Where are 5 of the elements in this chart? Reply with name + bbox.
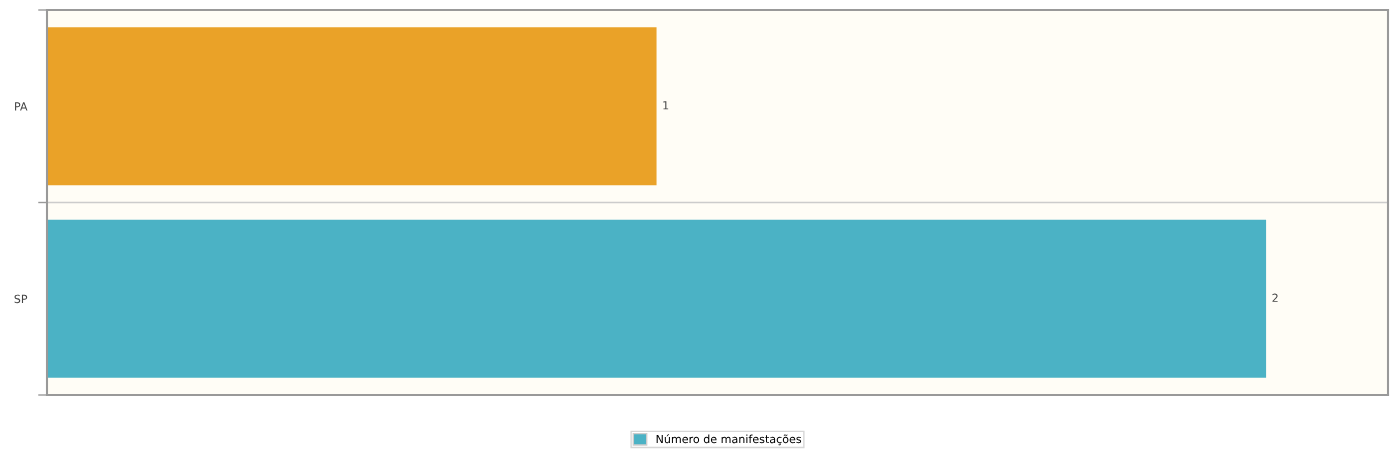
y-tick-label: PA <box>15 102 28 111</box>
y-tick-label: SP <box>14 294 28 304</box>
legend-label: Número de manifestações <box>656 434 802 446</box>
data-label: 2 <box>1272 293 1278 302</box>
data-label: 1 <box>663 101 669 110</box>
